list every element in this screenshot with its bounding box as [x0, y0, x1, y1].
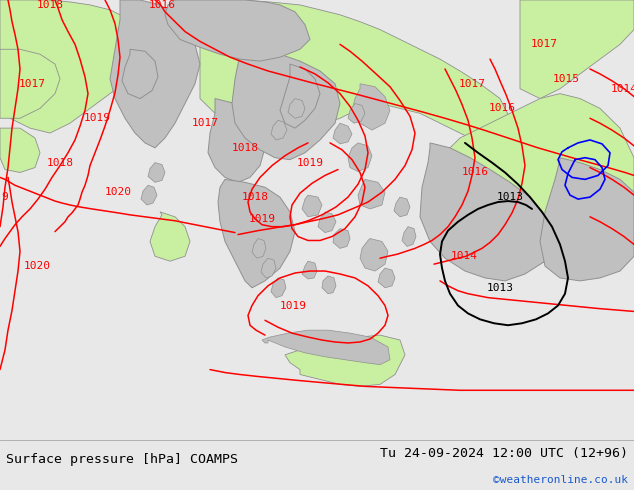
- Polygon shape: [200, 0, 510, 143]
- Text: 1018: 1018: [231, 143, 259, 153]
- Polygon shape: [271, 278, 286, 297]
- Text: 1017: 1017: [531, 39, 557, 49]
- Polygon shape: [252, 239, 266, 258]
- Polygon shape: [271, 120, 287, 140]
- Text: 1018: 1018: [46, 158, 74, 168]
- Polygon shape: [288, 98, 305, 118]
- Text: 1018: 1018: [242, 192, 269, 202]
- Text: 1019: 1019: [249, 214, 276, 224]
- Text: 1015: 1015: [552, 74, 579, 84]
- Text: 1014: 1014: [611, 84, 634, 94]
- Polygon shape: [141, 185, 157, 205]
- Text: 1017: 1017: [18, 79, 46, 89]
- Polygon shape: [420, 143, 550, 281]
- Text: 1014: 1014: [451, 251, 477, 261]
- Text: 9: 9: [2, 192, 8, 202]
- Text: Surface pressure [hPa] COAMPS: Surface pressure [hPa] COAMPS: [6, 452, 238, 466]
- Text: 1016: 1016: [148, 0, 176, 10]
- Polygon shape: [261, 258, 276, 278]
- Polygon shape: [122, 49, 158, 98]
- Text: 1019: 1019: [84, 113, 110, 123]
- Text: Tu 24-09-2024 12:00 UTC (12+96): Tu 24-09-2024 12:00 UTC (12+96): [380, 447, 628, 460]
- Polygon shape: [540, 158, 634, 281]
- Polygon shape: [0, 128, 40, 172]
- Polygon shape: [302, 261, 317, 279]
- Text: 1020: 1020: [23, 261, 51, 271]
- Polygon shape: [148, 163, 165, 182]
- Polygon shape: [150, 212, 190, 261]
- Polygon shape: [348, 103, 365, 123]
- Polygon shape: [110, 0, 200, 148]
- Polygon shape: [285, 335, 405, 386]
- Polygon shape: [232, 49, 340, 160]
- Polygon shape: [318, 212, 336, 233]
- Text: 1018: 1018: [37, 0, 63, 10]
- Polygon shape: [352, 84, 390, 130]
- Polygon shape: [394, 197, 410, 217]
- Polygon shape: [0, 0, 160, 133]
- Polygon shape: [208, 98, 265, 182]
- Polygon shape: [520, 0, 634, 98]
- Polygon shape: [165, 0, 310, 61]
- Polygon shape: [322, 276, 336, 294]
- Text: 1017: 1017: [191, 118, 219, 128]
- Text: 1016: 1016: [489, 103, 515, 113]
- Polygon shape: [262, 330, 390, 365]
- Polygon shape: [430, 94, 634, 271]
- Polygon shape: [360, 239, 388, 271]
- Polygon shape: [0, 49, 60, 118]
- Text: 1017: 1017: [458, 79, 486, 89]
- Text: 1013: 1013: [496, 192, 524, 202]
- Text: 1019: 1019: [297, 158, 323, 168]
- Text: 1019: 1019: [280, 300, 306, 311]
- Polygon shape: [333, 123, 352, 144]
- Text: ©weatheronline.co.uk: ©weatheronline.co.uk: [493, 475, 628, 485]
- Text: 1016: 1016: [462, 168, 489, 177]
- Polygon shape: [280, 64, 320, 128]
- Polygon shape: [302, 195, 322, 217]
- Polygon shape: [348, 143, 372, 171]
- Polygon shape: [358, 179, 385, 209]
- Polygon shape: [218, 179, 295, 288]
- Polygon shape: [378, 268, 395, 288]
- Polygon shape: [402, 227, 416, 246]
- Text: 1020: 1020: [105, 187, 131, 197]
- Polygon shape: [333, 229, 350, 248]
- Text: 1013: 1013: [486, 283, 514, 293]
